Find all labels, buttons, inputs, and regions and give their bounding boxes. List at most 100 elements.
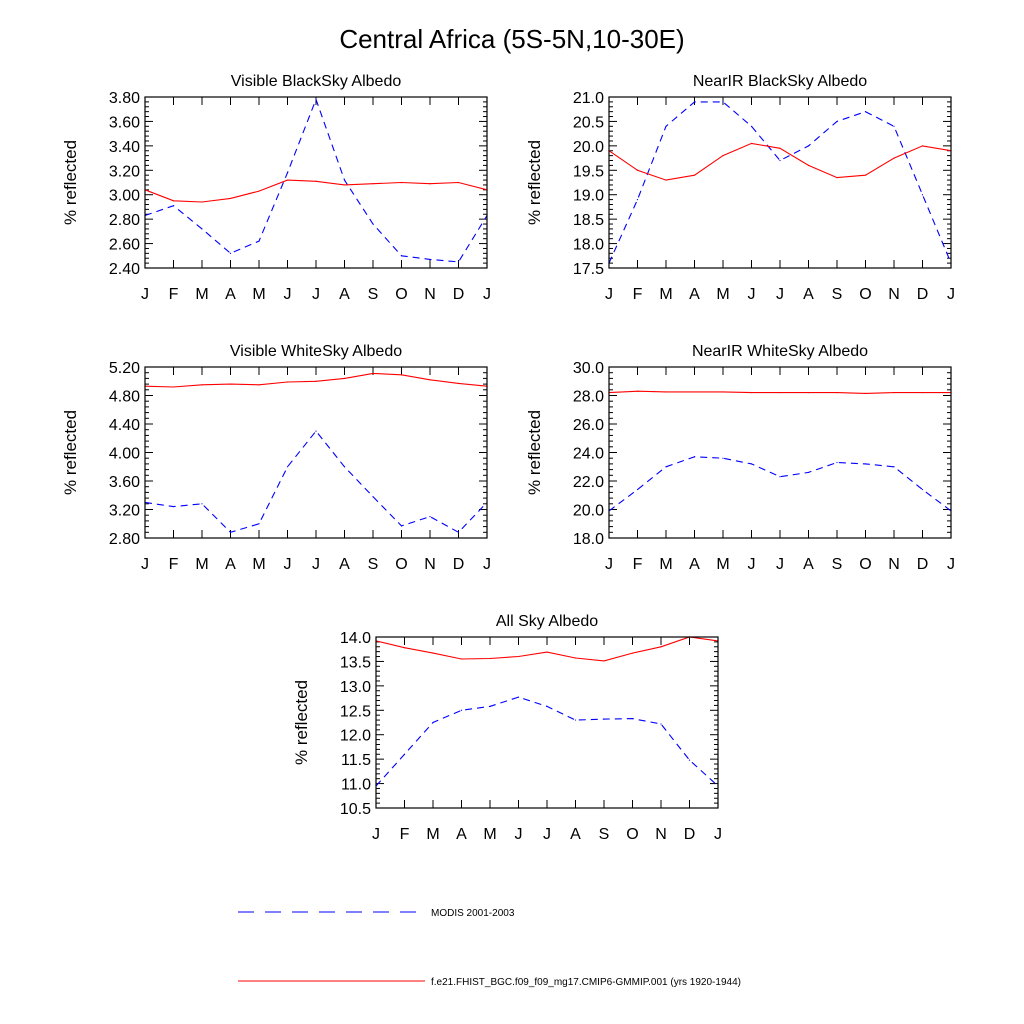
data-point-modis <box>574 719 577 721</box>
x-tick-label: N <box>424 286 436 303</box>
x-tick-label: J <box>372 826 380 843</box>
data-point-model <box>457 181 460 184</box>
data-point-modis <box>517 696 520 698</box>
data-point-modis <box>258 240 260 242</box>
x-tick-label: N <box>655 826 667 843</box>
data-point-model <box>693 174 696 176</box>
data-point-modis <box>921 488 924 491</box>
x-tick-label: F <box>633 556 643 573</box>
data-point-model <box>172 200 175 202</box>
data-point-model <box>400 181 403 184</box>
legend: MODIS 2001-2003 f.e21.FHIST_BGC.f09_f09_m… <box>238 908 741 988</box>
y-tick-label: 19.5 <box>573 163 604 180</box>
data-point-model <box>432 652 434 654</box>
plot-frame <box>608 96 952 269</box>
panel-title: NearIR BlackSky Albedo <box>693 73 867 90</box>
x-tick-label: A <box>570 826 581 843</box>
x-tick-label: J <box>312 286 320 303</box>
data-point-modis <box>400 525 403 527</box>
x-tick-label: J <box>605 286 613 303</box>
data-point-model <box>489 657 491 660</box>
x-tick-label: J <box>284 556 292 573</box>
plot-frame <box>144 96 488 269</box>
x-tick-label: A <box>225 286 236 303</box>
x-tick-label: F <box>400 826 410 843</box>
x-tick-label: O <box>395 286 407 303</box>
x-tick-label: M <box>426 826 439 843</box>
data-point-model <box>779 147 781 149</box>
data-point-model <box>693 391 696 393</box>
plot-frame <box>608 366 952 539</box>
data-point-model <box>864 174 867 176</box>
y-axis-label: % reflected <box>292 680 311 765</box>
data-point-modis <box>400 255 403 257</box>
data-point-modis <box>660 723 662 725</box>
y-tick-label: 20.0 <box>573 503 604 520</box>
y-tick-label: 3.00 <box>109 188 140 205</box>
data-point-model <box>636 169 639 171</box>
x-tick-label: S <box>599 826 610 843</box>
x-tick-label: D <box>917 286 929 303</box>
data-point-modis <box>722 457 724 459</box>
data-point-model <box>893 392 895 394</box>
plot-frame <box>375 636 719 809</box>
x-tick-label: M <box>252 286 265 303</box>
x-tick-label: D <box>453 556 465 573</box>
data-point-modis <box>429 516 431 518</box>
data-point-modis <box>603 718 605 720</box>
series-line-model <box>144 179 488 203</box>
data-point-model <box>807 392 810 394</box>
data-point-modis <box>750 463 753 465</box>
x-tick-label: N <box>888 286 900 303</box>
y-tick-label: 3.80 <box>109 90 140 107</box>
y-tick-label: 18.0 <box>573 531 604 548</box>
x-tick-label: A <box>456 826 467 843</box>
data-point-modis <box>893 125 895 127</box>
data-point-modis <box>779 159 781 162</box>
y-tick-label: 18.5 <box>573 212 604 229</box>
y-axis-label: % reflected <box>525 410 544 495</box>
data-point-model <box>258 190 260 192</box>
x-tick-label: J <box>776 286 784 303</box>
data-point-modis <box>372 496 374 498</box>
data-point-model <box>429 183 431 185</box>
y-tick-label: 18.0 <box>573 237 604 254</box>
x-tick-label: J <box>714 826 722 843</box>
y-tick-label: 22.0 <box>573 474 604 491</box>
data-point-modis <box>403 753 406 755</box>
x-tick-label: M <box>659 286 672 303</box>
data-point-modis <box>258 523 260 525</box>
data-point-modis <box>343 466 346 468</box>
data-point-model <box>574 657 577 659</box>
data-point-model <box>201 384 203 386</box>
data-point-model <box>372 183 374 185</box>
data-point-modis <box>836 461 838 464</box>
data-point-modis <box>864 111 867 113</box>
data-point-model <box>258 384 260 386</box>
data-point-model <box>457 382 460 384</box>
data-point-modis <box>546 705 548 707</box>
data-point-modis <box>864 463 867 465</box>
data-point-modis <box>693 101 696 103</box>
y-tick-label: 2.80 <box>109 531 140 548</box>
data-point-model <box>460 658 463 660</box>
x-tick-label: J <box>605 556 613 573</box>
data-point-model <box>429 379 431 381</box>
y-tick-label: 3.20 <box>109 163 140 180</box>
x-tick-label: D <box>684 826 696 843</box>
legend-label-1: MODIS 2001-2003 <box>431 908 515 919</box>
x-tick-label: S <box>832 286 843 303</box>
y-tick-label: 2.80 <box>109 212 140 229</box>
x-tick-label: F <box>169 556 179 573</box>
x-tick-label: J <box>483 286 491 303</box>
x-tick-label: N <box>424 556 436 573</box>
y-tick-label: 4.80 <box>109 389 140 406</box>
plot-frame <box>144 366 488 539</box>
x-tick-label: J <box>141 286 149 303</box>
y-tick-label: 20.5 <box>573 114 604 131</box>
x-tick-label: N <box>888 556 900 573</box>
y-axis-label: % reflected <box>61 140 80 225</box>
